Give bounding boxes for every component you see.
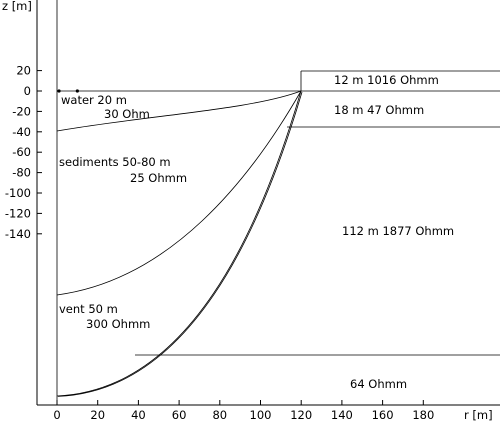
r-tick-label: 100 [250, 408, 272, 422]
r-tick-label: 120 [290, 408, 312, 422]
water-label-resistivity: 30 Ohm [104, 107, 150, 121]
station-marker-2 [75, 89, 79, 93]
layer-bottom-label: 64 Ohmm [350, 377, 407, 391]
r-tick-label: 140 [331, 408, 353, 422]
r-tick-label: 20 [90, 408, 105, 422]
z-tick-label: -120 [5, 206, 31, 220]
z-tick-label: -100 [5, 186, 31, 200]
vent-bottom-boundary-overlay [57, 91, 303, 397]
z-tick-label: 0 [24, 84, 31, 98]
vent-label-depth: vent 50 m [59, 302, 118, 316]
r-tick-label: 160 [372, 408, 394, 422]
r-axis-title: r [m] [464, 408, 493, 422]
layer-top-label: 12 m 1016 Ohmm [334, 73, 439, 87]
r-tick-label: 0 [53, 408, 60, 422]
vent-label-resistivity: 300 Ohmm [86, 317, 150, 331]
sediments-label-resistivity: 25 Ohmm [130, 171, 187, 185]
z-tick-label: -40 [12, 125, 31, 139]
z-axis-title: z [m] [2, 0, 32, 13]
station-marker-1 [57, 89, 61, 93]
sediments-label-depth: sediments 50-80 m [59, 155, 171, 169]
z-tick-label: -60 [12, 145, 31, 159]
vent-bottom-boundary [56, 90, 302, 397]
z-tick-label: 20 [16, 64, 31, 78]
r-tick-label: 60 [172, 408, 187, 422]
layer-second-label: 18 m 47 Ohmm [334, 103, 424, 117]
r-tick-label: 180 [412, 408, 434, 422]
water-label-depth: water 20 m [61, 93, 127, 107]
water-sediment-boundary [56, 90, 302, 132]
z-tick-label: -80 [12, 166, 31, 180]
r-tick-label: 80 [212, 408, 227, 422]
sediment-vent-boundary [56, 90, 302, 296]
z-axis-ticks: 20 0 -20 -40 -60 -80 -100 -120 -140 [5, 64, 42, 241]
layer-main-label: 112 m 1877 Ohmm [342, 224, 454, 238]
station-markers [57, 89, 79, 93]
r-tick-label: 40 [131, 408, 146, 422]
z-tick-label: -20 [12, 104, 31, 118]
model-boundaries [56, 0, 500, 405]
r-axis-ticks: 0 20 40 60 80 100 120 140 160 180 [53, 400, 434, 422]
z-tick-label: -140 [5, 227, 31, 241]
